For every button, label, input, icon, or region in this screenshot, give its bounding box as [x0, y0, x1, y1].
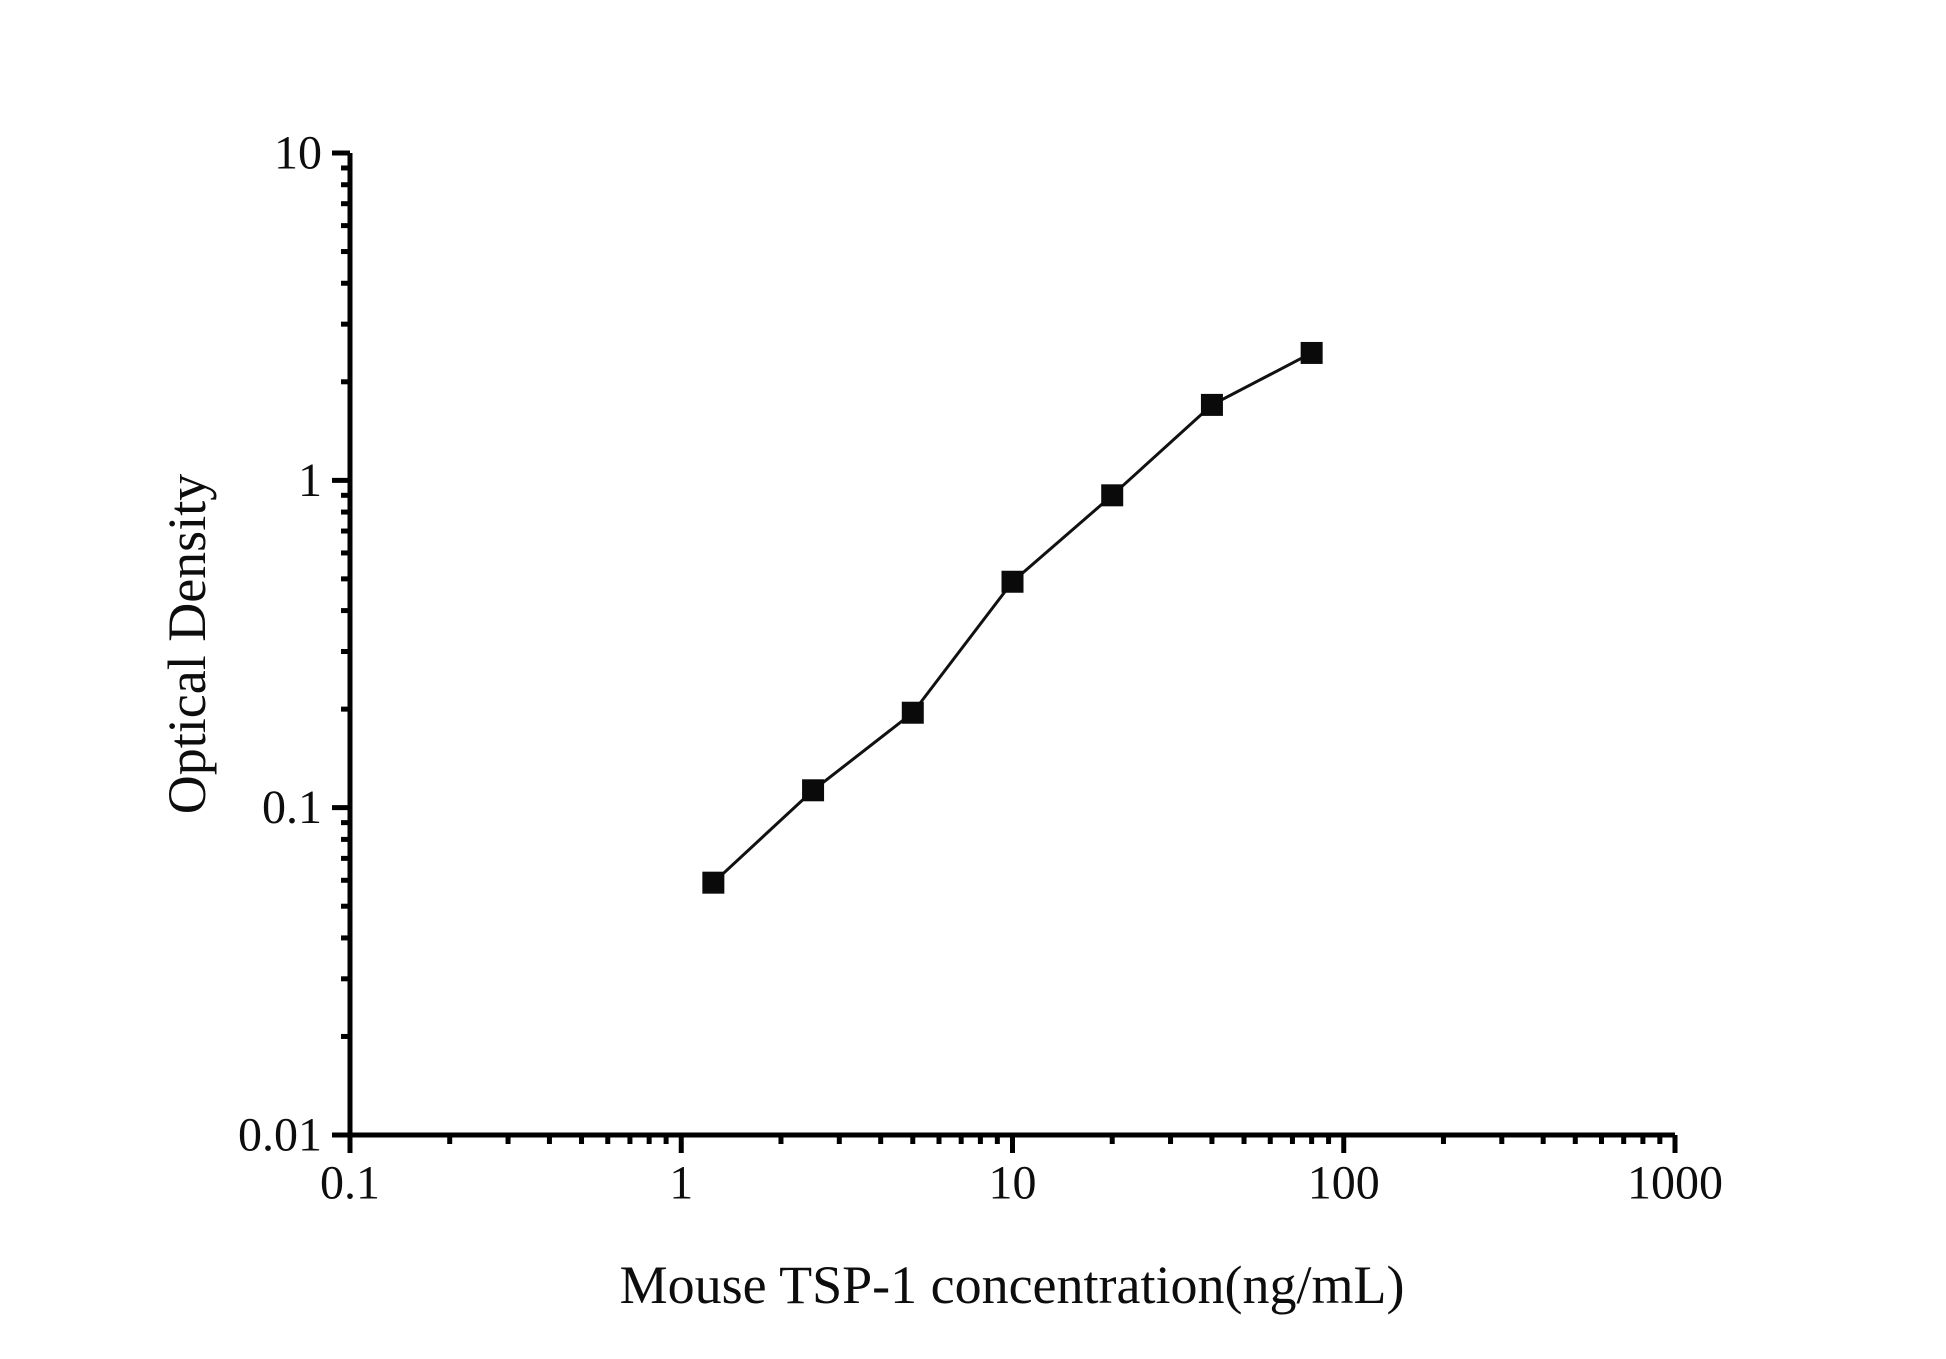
y-tick-label: 0.1 — [262, 781, 322, 834]
data-point-marker — [1300, 341, 1323, 364]
data-point-marker — [1101, 484, 1124, 507]
series-line — [712, 351, 1313, 884]
x-tick-label: 1 — [669, 1157, 693, 1210]
data-point-marker — [901, 701, 924, 724]
axis-ticks-layer — [332, 150, 1678, 1153]
x-tick-label: 1000 — [1627, 1157, 1723, 1210]
x-tick-label: 10 — [989, 1157, 1037, 1210]
data-point-marker — [802, 779, 825, 802]
y-tick-label: 10 — [274, 127, 322, 180]
axes-layer — [347, 153, 1675, 1138]
x-axis-title: Mouse TSP-1 concentration(ng/mL) — [620, 1255, 1405, 1315]
y-tick-label: 0.01 — [238, 1109, 322, 1162]
y-axis-title: Optical Density — [157, 474, 217, 814]
data-point-marker — [702, 871, 725, 894]
data-point-marker — [1001, 570, 1024, 593]
data-point-marker — [1200, 393, 1223, 416]
data-series-layer — [702, 341, 1323, 894]
y-tick-label: 1 — [298, 454, 322, 507]
x-tick-label: 100 — [1308, 1157, 1380, 1210]
x-tick-label: 0.1 — [320, 1157, 380, 1210]
